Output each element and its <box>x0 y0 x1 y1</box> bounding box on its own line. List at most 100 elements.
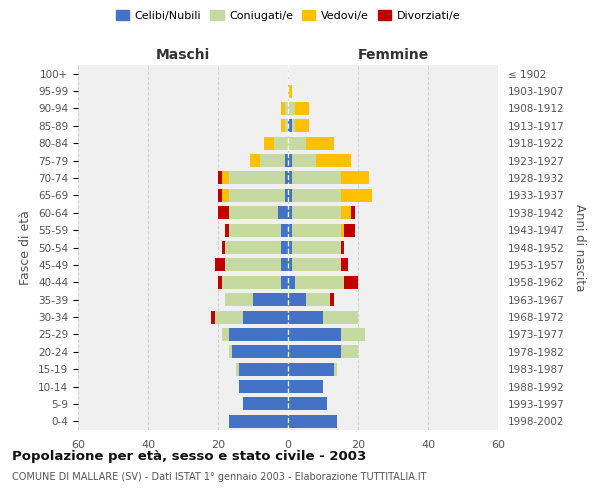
Bar <box>292 172 341 184</box>
Bar <box>292 189 341 202</box>
Text: COMUNE DI MALLARE (SV) - Dati ISTAT 1° gennaio 2003 - Elaborazione TUTTITALIA.IT: COMUNE DI MALLARE (SV) - Dati ISTAT 1° g… <box>12 472 427 482</box>
Bar <box>221 276 281 289</box>
Bar <box>274 136 288 149</box>
Bar <box>330 293 334 306</box>
Bar <box>218 172 221 184</box>
Bar <box>288 258 292 272</box>
Bar <box>292 120 295 132</box>
Bar <box>239 362 288 376</box>
Bar <box>284 102 288 115</box>
Bar <box>242 310 288 324</box>
Bar <box>341 172 368 184</box>
Text: Maschi: Maschi <box>156 48 210 62</box>
Bar <box>284 172 288 184</box>
Bar <box>341 258 347 272</box>
Bar <box>288 310 323 324</box>
Bar <box>284 120 288 132</box>
Bar <box>221 172 229 184</box>
Bar <box>334 362 337 376</box>
Bar <box>263 136 274 149</box>
Bar <box>229 224 281 236</box>
Bar <box>316 154 351 167</box>
Bar <box>288 241 292 254</box>
Bar <box>341 224 344 236</box>
Text: Popolazione per età, sesso e stato civile - 2003: Popolazione per età, sesso e stato civil… <box>12 450 366 463</box>
Bar <box>288 398 326 410</box>
Bar <box>221 328 229 341</box>
Bar <box>229 189 284 202</box>
Bar <box>260 154 284 167</box>
Bar <box>341 346 358 358</box>
Bar <box>288 154 292 167</box>
Bar <box>218 276 221 289</box>
Y-axis label: Fasce di età: Fasce di età <box>19 210 32 285</box>
Bar <box>288 224 292 236</box>
Bar <box>288 380 323 393</box>
Bar <box>288 102 295 115</box>
Bar <box>305 136 334 149</box>
Bar <box>215 310 242 324</box>
Bar <box>229 206 277 220</box>
Bar <box>229 415 288 428</box>
Bar <box>284 154 288 167</box>
Bar <box>341 328 365 341</box>
Bar <box>288 362 334 376</box>
Bar <box>229 328 288 341</box>
Bar <box>295 276 344 289</box>
Bar <box>211 310 215 324</box>
Bar <box>281 224 288 236</box>
Bar <box>284 189 288 202</box>
Bar <box>323 310 358 324</box>
Bar <box>288 276 295 289</box>
Bar <box>281 241 288 254</box>
Bar <box>344 224 355 236</box>
Bar <box>281 120 284 132</box>
Bar <box>218 206 229 220</box>
Bar <box>288 293 305 306</box>
Bar <box>295 102 309 115</box>
Bar <box>292 206 341 220</box>
Bar <box>341 189 372 202</box>
Bar <box>225 258 281 272</box>
Bar <box>221 189 229 202</box>
Bar <box>351 206 355 220</box>
Bar <box>288 328 341 341</box>
Bar <box>288 84 292 98</box>
Bar <box>235 362 239 376</box>
Bar <box>288 346 341 358</box>
Bar <box>229 172 284 184</box>
Text: Femmine: Femmine <box>358 48 428 62</box>
Bar <box>288 136 305 149</box>
Bar <box>305 293 330 306</box>
Bar <box>225 241 281 254</box>
Bar <box>218 189 221 202</box>
Bar <box>292 241 341 254</box>
Bar <box>253 293 288 306</box>
Bar <box>242 398 288 410</box>
Bar <box>344 276 358 289</box>
Legend: Celibi/Nubili, Coniugati/e, Vedovi/e, Divorziati/e: Celibi/Nubili, Coniugati/e, Vedovi/e, Di… <box>112 6 464 25</box>
Bar <box>277 206 288 220</box>
Bar <box>281 258 288 272</box>
Bar <box>295 120 309 132</box>
Bar <box>225 224 229 236</box>
Bar <box>292 258 341 272</box>
Bar <box>288 172 292 184</box>
Bar <box>341 206 351 220</box>
Bar <box>288 206 292 220</box>
Bar <box>221 241 225 254</box>
Bar <box>215 258 225 272</box>
Y-axis label: Anni di nascita: Anni di nascita <box>573 204 586 291</box>
Bar <box>341 241 344 254</box>
Bar <box>292 154 316 167</box>
Bar <box>288 415 337 428</box>
Bar <box>239 380 288 393</box>
Bar <box>250 154 260 167</box>
Bar <box>229 346 232 358</box>
Bar <box>292 224 341 236</box>
Bar <box>281 276 288 289</box>
Bar <box>288 189 292 202</box>
Bar <box>288 120 292 132</box>
Bar <box>232 346 288 358</box>
Bar <box>281 102 284 115</box>
